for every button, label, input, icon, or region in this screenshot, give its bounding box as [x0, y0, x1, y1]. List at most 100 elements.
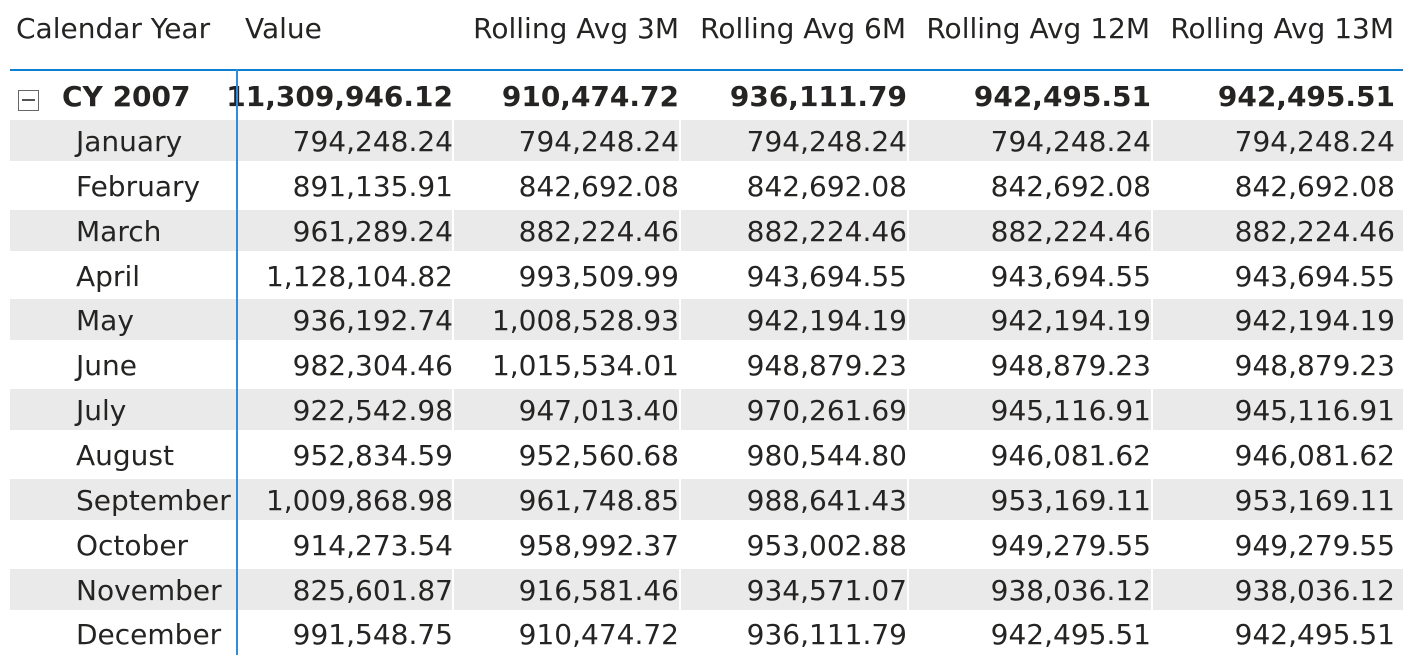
- table-row: November 825,601.87 916,581.46 934,571.07 93…: [10, 568, 1403, 613]
- row-shading: [909, 120, 1151, 161]
- cell-rolling-avg-12m: 948,879.23: [990, 349, 1151, 383]
- cell-rolling-avg-3m: 993,509.99: [518, 259, 679, 293]
- month-label[interactable]: February: [76, 169, 201, 203]
- cell-rolling-avg-13m: 943,694.55: [1234, 259, 1395, 293]
- cell-rolling-avg-13m: 938,036.12: [1234, 573, 1395, 607]
- column-header-rolling-avg-6m[interactable]: Rolling Avg 6M: [700, 12, 906, 45]
- row-shading: [10, 568, 236, 610]
- row-shading: [238, 478, 452, 520]
- cell-value: 952,834.59: [292, 438, 453, 472]
- cell-rolling-avg-12m: 949,279.55: [990, 528, 1151, 562]
- column-header-value[interactable]: Value: [245, 12, 322, 45]
- cell-rolling-avg-13m: 842,692.08: [1234, 169, 1395, 203]
- cell-value: 922,542.98: [292, 394, 453, 428]
- cell-rolling-avg-13m: 953,169.11: [1234, 483, 1395, 517]
- row-shading: [238, 120, 452, 161]
- cell-value: 982,304.46: [292, 349, 453, 383]
- row-shading: [454, 478, 679, 520]
- column-header-rolling-avg-13m[interactable]: Rolling Avg 13M: [1170, 12, 1394, 45]
- year-rolling-avg-6m: 936,111.79: [729, 80, 907, 113]
- month-label[interactable]: September: [76, 483, 231, 517]
- table-row: February 891,135.91 842,692.08 842,692.08 84…: [10, 164, 1403, 209]
- row-shading: [909, 568, 1151, 610]
- collapse-icon[interactable]: [18, 90, 39, 111]
- row-shading: [1153, 209, 1403, 251]
- month-label[interactable]: March: [76, 214, 162, 248]
- table-row: June 982,304.46 1,015,534.01 948,879.23 948,…: [10, 343, 1403, 388]
- column-header-calendar-year[interactable]: Calendar Year: [16, 12, 211, 45]
- row-shading: [909, 299, 1151, 341]
- row-shading: [238, 299, 452, 341]
- row-shading: [1153, 568, 1403, 610]
- cell-value: 914,273.54: [292, 528, 453, 562]
- cell-rolling-avg-13m: 794,248.24: [1234, 125, 1395, 158]
- month-label[interactable]: April: [76, 259, 140, 293]
- cell-rolling-avg-3m: 952,560.68: [518, 438, 679, 472]
- cell-rolling-avg-12m: 942,495.51: [990, 618, 1151, 652]
- cell-value: 1,128,104.82: [265, 259, 453, 293]
- table-row: December 991,548.75 910,474.72 936,111.79 94…: [10, 612, 1403, 657]
- row-shading: [681, 209, 907, 251]
- row-shading: [238, 568, 452, 610]
- cell-rolling-avg-13m: 882,224.46: [1234, 214, 1395, 248]
- cell-rolling-avg-6m: 942,194.19: [746, 304, 907, 338]
- table-row: July 922,542.98 947,013.40 970,261.69 945,11…: [10, 388, 1403, 433]
- cell-value: 825,601.87: [292, 573, 453, 607]
- month-label[interactable]: August: [76, 438, 174, 472]
- cell-rolling-avg-3m: 947,013.40: [518, 394, 679, 428]
- cell-rolling-avg-6m: 794,248.24: [746, 125, 907, 158]
- row-shading: [909, 389, 1151, 431]
- cell-rolling-avg-6m: 842,692.08: [746, 169, 907, 203]
- table-row: January 794,248.24 794,248.24 794,248.24 794…: [10, 119, 1403, 164]
- row-shading: [1153, 120, 1403, 161]
- table-row: May 936,192.74 1,008,528.93 942,194.19 942,1…: [10, 298, 1403, 343]
- cell-rolling-avg-13m: 948,879.23: [1234, 349, 1395, 383]
- row-shading: [10, 389, 236, 431]
- table-row: October 914,273.54 958,992.37 953,002.88 949…: [10, 523, 1403, 568]
- table-row: April 1,128,104.82 993,509.99 943,694.55 943…: [10, 254, 1403, 299]
- cell-rolling-avg-3m: 1,008,528.93: [491, 304, 679, 338]
- month-label[interactable]: December: [76, 618, 222, 652]
- row-shading: [681, 120, 907, 161]
- month-label[interactable]: January: [76, 125, 183, 158]
- row-shading: [1153, 478, 1403, 520]
- table-row: September 1,009,868.98 961,748.85 988,641.4…: [10, 478, 1403, 523]
- row-shading: [909, 209, 1151, 251]
- row-shading: [454, 299, 679, 341]
- row-shading: [1153, 299, 1403, 341]
- cell-rolling-avg-13m: 942,194.19: [1234, 304, 1395, 338]
- cell-rolling-avg-13m: 946,081.62: [1234, 438, 1395, 472]
- header-divider: [10, 69, 1403, 71]
- column-header-rolling-avg-3m[interactable]: Rolling Avg 3M: [473, 12, 679, 45]
- row-shading: [10, 120, 236, 161]
- cell-rolling-avg-12m: 943,694.55: [990, 259, 1151, 293]
- cell-rolling-avg-12m: 794,248.24: [990, 125, 1151, 158]
- cell-value: 936,192.74: [292, 304, 453, 338]
- cell-rolling-avg-12m: 945,116.91: [990, 394, 1151, 428]
- row-shading: [10, 478, 236, 520]
- row-header-divider: [236, 69, 238, 655]
- month-label[interactable]: November: [76, 573, 222, 607]
- cell-rolling-avg-6m: 934,571.07: [746, 573, 907, 607]
- cell-rolling-avg-12m: 938,036.12: [990, 573, 1151, 607]
- table-row: August 952,834.59 952,560.68 980,544.80 946,…: [10, 433, 1403, 478]
- cell-rolling-avg-3m: 916,581.46: [518, 573, 679, 607]
- cell-value: 891,135.91: [292, 169, 453, 203]
- column-header-rolling-avg-12m[interactable]: Rolling Avg 12M: [926, 12, 1150, 45]
- cell-rolling-avg-13m: 949,279.55: [1234, 528, 1395, 562]
- row-shading: [454, 120, 679, 161]
- month-label[interactable]: June: [76, 349, 137, 383]
- year-rolling-avg-13m: 942,495.51: [1217, 80, 1395, 113]
- cell-value: 794,248.24: [292, 125, 453, 158]
- row-shading: [454, 568, 679, 610]
- month-label[interactable]: July: [76, 394, 127, 428]
- year-label[interactable]: CY 2007: [62, 80, 191, 113]
- cell-rolling-avg-6m: 882,224.46: [746, 214, 907, 248]
- month-label[interactable]: October: [76, 528, 189, 562]
- cell-rolling-avg-6m: 953,002.88: [746, 528, 907, 562]
- cell-rolling-avg-3m: 842,692.08: [518, 169, 679, 203]
- cell-rolling-avg-12m: 842,692.08: [990, 169, 1151, 203]
- cell-value: 1,009,868.98: [265, 483, 453, 517]
- month-label[interactable]: May: [76, 304, 134, 338]
